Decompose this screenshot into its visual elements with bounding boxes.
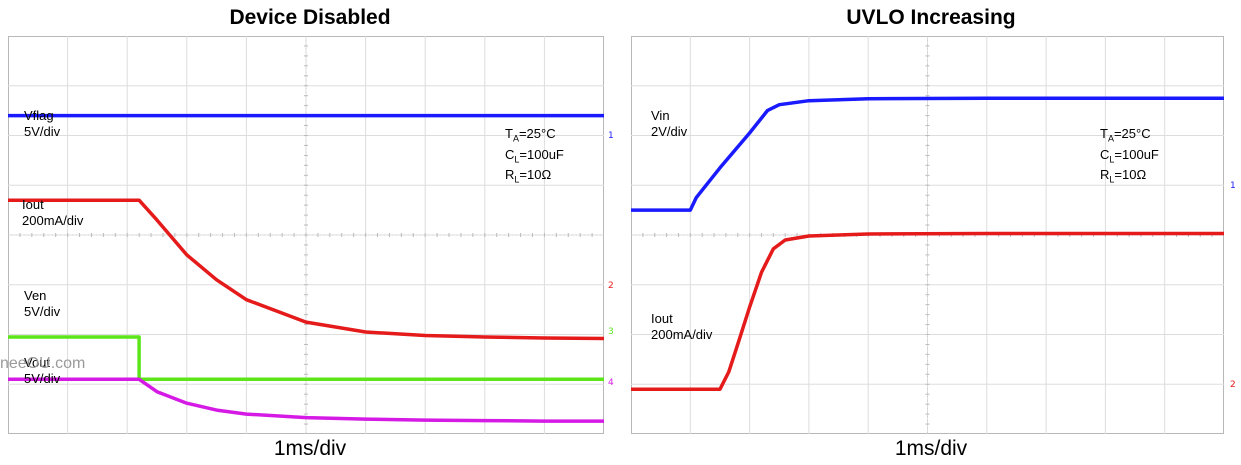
- cond-ta: =25°C: [518, 126, 556, 141]
- panel-uvlo-increasing: UVLO Increasing Vin 2V/div Iout 200mA/di…: [621, 0, 1241, 465]
- trace-iout: [8, 198, 604, 341]
- label-ven-scale: 5V/div: [24, 304, 61, 319]
- test-conditions: TA=25°C CL=100uF RL=10Ω: [1100, 126, 1159, 185]
- label-vout: Vout 5V/div: [24, 355, 60, 387]
- oscilloscope-plot: [631, 36, 1224, 434]
- label-vout-name: Vout: [24, 355, 51, 370]
- label-vflag-scale: 5V/div: [24, 124, 61, 139]
- test-conditions: TA=25°C CL=100uF RL=10Ω: [505, 126, 564, 185]
- ch1-marker: 1: [608, 131, 614, 141]
- trace-iout: [631, 231, 1224, 391]
- time-scale-label: 1ms/div: [894, 437, 968, 460]
- label-iout-name: Iout: [651, 311, 673, 326]
- label-iout-scale: 200mA/div: [651, 327, 713, 342]
- ch1-marker: 1: [1230, 181, 1236, 191]
- label-vout-scale: 5V/div: [24, 371, 61, 386]
- label-ven-name: Ven: [24, 288, 47, 303]
- label-iout-scale: 200mA/div: [22, 213, 84, 228]
- chart-title: UVLO Increasing: [846, 6, 1016, 29]
- label-vflag-name: Vflag: [24, 108, 54, 123]
- cond-rl: =10Ω: [519, 167, 552, 183]
- ch2-marker: 2: [608, 281, 614, 291]
- label-iout-name: Iout: [22, 197, 44, 212]
- cond-cl: =100uF: [519, 146, 564, 162]
- cond-cl: =100uF: [1114, 146, 1159, 162]
- label-iout: Iout 200mA/div: [22, 197, 83, 229]
- panel-device-disabled: Device Disabled Vflag 5V/div Iout 200mA/…: [0, 0, 620, 465]
- label-vin-name: Vin: [651, 108, 670, 123]
- ch3-marker: 3: [608, 327, 614, 337]
- cond-ta: =25°C: [1113, 126, 1151, 141]
- label-iout: Iout 200mA/div: [651, 311, 712, 343]
- cond-rl: =10Ω: [1114, 167, 1147, 183]
- label-vflag: Vflag 5V/div: [24, 108, 60, 140]
- trace-ven: [8, 335, 604, 382]
- chart-title: Device Disabled: [229, 6, 391, 29]
- oscilloscope-plot: [8, 36, 604, 434]
- trace-vin: [631, 96, 1224, 212]
- watermark: neeOU.com: [0, 355, 86, 372]
- scope-screen: [631, 36, 1224, 434]
- time-scale-label: 1ms/div: [273, 437, 347, 460]
- label-ven: Ven 5V/div: [24, 288, 60, 320]
- scope-screen: [8, 36, 604, 434]
- trace-vout: [8, 377, 604, 423]
- label-vin: Vin 2V/div: [651, 108, 687, 140]
- label-vin-scale: 2V/div: [651, 124, 688, 139]
- ch4-marker: 4: [608, 378, 614, 388]
- ch2-marker: 2: [1230, 380, 1236, 390]
